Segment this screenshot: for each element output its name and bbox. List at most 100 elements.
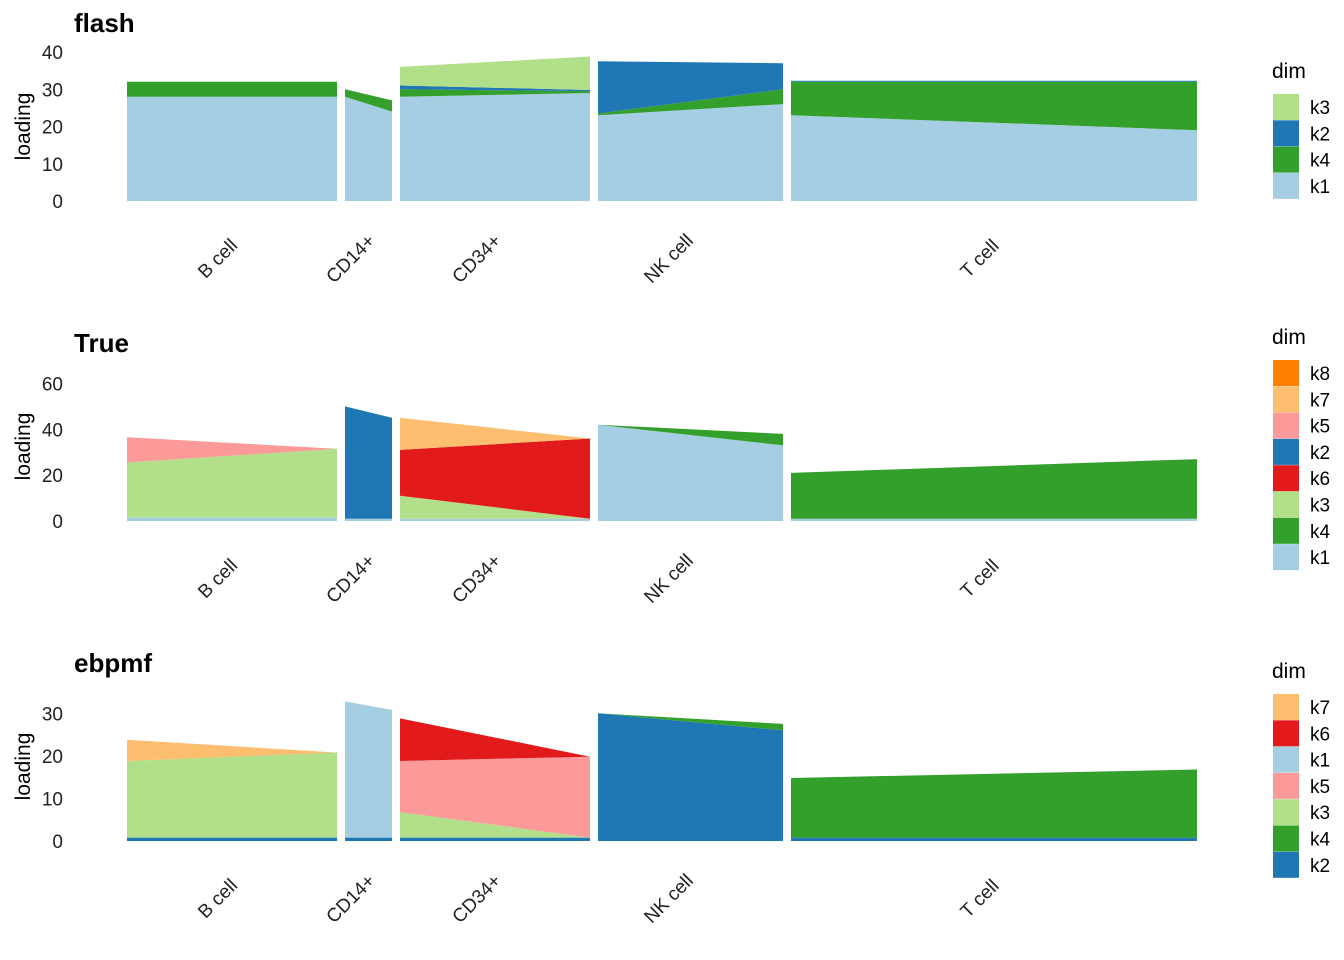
y-axis-label: loading: [12, 733, 35, 801]
legend-swatch-k5: [1273, 772, 1299, 799]
legend-label-k2: k2: [1310, 856, 1330, 877]
legend-label-k8: k8: [1310, 364, 1330, 385]
legend-swatch-k2: [1273, 438, 1299, 465]
y-tick-label: 60: [42, 374, 63, 395]
y-tick-label: 40: [42, 43, 63, 64]
legend-label-k4: k4: [1310, 522, 1331, 543]
bar-segment-cd14--k2: [345, 406, 392, 519]
x-tick-label: CD14+: [323, 871, 380, 928]
bar-segment-b-cell-k3: [127, 752, 337, 838]
bar-segment-b-cell-k5: [127, 437, 337, 463]
bar-segment-t-cell-k1: [791, 518, 1197, 521]
y-tick-label: 30: [42, 80, 63, 101]
legend-label-k3: k3: [1310, 803, 1330, 824]
x-tick-label: CD34+: [449, 231, 506, 288]
bar-segment-cd14--k1: [345, 96, 392, 201]
panel-true: True loading 0 20 40 60 B cell CD14+ CD34+ NK cel…: [12, 326, 1331, 608]
bar-segment-cd34--k7: [400, 417, 590, 450]
bar-segment-b-cell-k1: [127, 96, 337, 201]
legend-label-k4: k4: [1310, 151, 1331, 172]
legend-label-k2: k2: [1310, 124, 1330, 145]
bar-segment-t-cell-k2: [791, 837, 1197, 841]
y-axis-label: loading: [12, 93, 35, 161]
bar-segment-cd34--k2: [400, 837, 590, 841]
bar-segment-nk-cell-k2: [598, 713, 783, 841]
y-tick-label: 10: [42, 789, 63, 810]
bar-segment-cd14--k1: [345, 518, 392, 521]
legend-swatch-k3: [1273, 94, 1299, 120]
legend-swatch-k3: [1273, 491, 1299, 518]
legend-label-k1: k1: [1310, 751, 1330, 772]
x-tick-label: NK cell: [640, 230, 697, 287]
bar-segment-nk-cell-k2: [598, 61, 783, 114]
legend-title: dim: [1272, 660, 1306, 683]
x-tick-label: CD14+: [323, 551, 380, 608]
legend-swatch-k4: [1273, 517, 1299, 544]
bar-segment-cd34--k3: [400, 56, 590, 90]
legend-swatch-k1: [1273, 172, 1299, 199]
panel-title: ebpmf: [74, 648, 152, 678]
legend-label-k4: k4: [1310, 830, 1331, 851]
y-tick-label: 30: [42, 704, 63, 725]
bar-segment-t-cell-k4: [791, 81, 1197, 131]
y-tick-label: 0: [52, 832, 63, 853]
x-tick-label: CD34+: [449, 871, 506, 928]
legend-label-k1: k1: [1310, 548, 1330, 569]
bar-segment-nk-cell-k4: [598, 713, 783, 731]
legend-swatch-k2: [1273, 851, 1299, 878]
legend-swatch-k6: [1273, 465, 1299, 492]
bar-segment-t-cell-k4: [791, 459, 1197, 519]
legend-label-k5: k5: [1310, 777, 1330, 798]
legend-label-k7: k7: [1310, 698, 1330, 719]
legend-swatch-k1: [1273, 544, 1299, 571]
x-tick-label: CD14+: [323, 231, 380, 288]
bar-segment-nk-cell-k1: [598, 104, 783, 201]
bar-segment-b-cell-k2: [127, 837, 337, 841]
x-tick-label: NK cell: [640, 870, 697, 927]
bar-segment-cd34--k6: [400, 438, 590, 519]
bar-segment-cd14--k1: [345, 701, 392, 838]
bar-segment-b-cell-k1: [127, 517, 337, 521]
bar-segment-cd34--k5: [400, 756, 590, 838]
y-tick-label: 20: [42, 747, 63, 768]
y-tick-label: 20: [42, 118, 63, 139]
x-tick-label: B cell: [194, 235, 242, 283]
legend-swatch-k4: [1273, 825, 1299, 852]
legend-swatch-k8: [1273, 360, 1299, 386]
panel-ebpmf: ebpmf loading 0 10 20 30 B cell CD14+ CD34+ NK ce…: [12, 648, 1331, 928]
y-tick-label: 20: [42, 466, 63, 487]
x-tick-label: B cell: [194, 555, 242, 603]
legend-label-k7: k7: [1310, 390, 1330, 411]
x-tick-label: NK cell: [640, 550, 697, 607]
bar-segment-cd34--k1: [400, 518, 590, 521]
x-tick-label: T cell: [957, 876, 1004, 923]
y-tick-label: 40: [42, 420, 63, 441]
bar-segment-cd34--k4: [400, 89, 590, 97]
bar-segment-t-cell-k1: [791, 115, 1197, 201]
bar-segment-t-cell-k4: [791, 769, 1197, 838]
bar-segment-cd14--k2: [345, 837, 392, 841]
y-tick-label: 0: [52, 192, 63, 213]
bar-segment-cd34--k1: [400, 93, 590, 201]
legend-title: dim: [1272, 326, 1306, 349]
legend-label-k1: k1: [1310, 177, 1330, 198]
y-axis-label: loading: [12, 413, 35, 481]
legend-label-k3: k3: [1310, 496, 1330, 517]
bar-segment-b-cell-k4: [127, 81, 337, 97]
bar-segment-cd14--k4: [345, 89, 392, 112]
legend-swatch-k1: [1273, 746, 1299, 773]
bar-segment-cd34--k2: [400, 85, 590, 92]
legend-swatch-k3: [1273, 799, 1299, 826]
legend-label-k2: k2: [1310, 443, 1330, 464]
legend-label-k3: k3: [1310, 98, 1330, 119]
panel-title: flash: [74, 8, 135, 38]
x-tick-label: T cell: [957, 556, 1004, 603]
panel-title: True: [74, 328, 129, 358]
legend-label-k6: k6: [1310, 469, 1330, 490]
legend-swatch-k5: [1273, 412, 1299, 439]
bar-segment-nk-cell-k4: [598, 424, 783, 446]
legend-label-k6: k6: [1310, 724, 1330, 745]
